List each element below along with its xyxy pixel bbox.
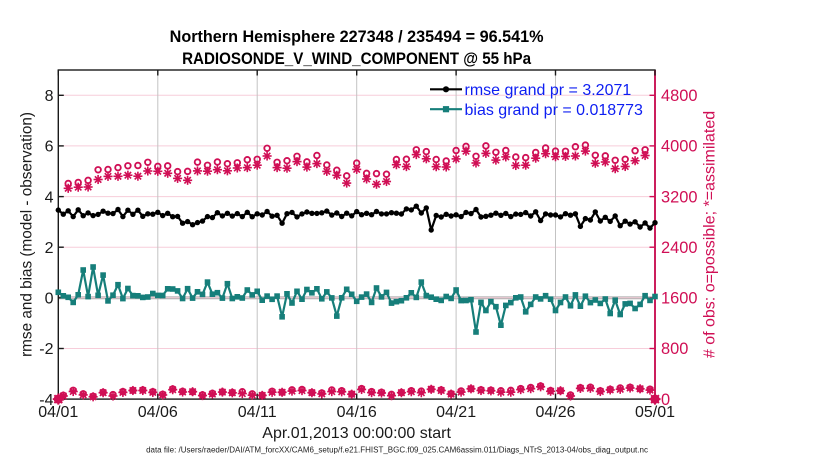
svg-text:6: 6 xyxy=(45,139,54,156)
svg-text:rmse grand pr = 3.2071: rmse grand pr = 3.2071 xyxy=(465,82,632,99)
svg-text:-2: -2 xyxy=(39,341,53,358)
svg-text:04/16: 04/16 xyxy=(337,404,377,421)
svg-text:bias grand pr = 0.018773: bias grand pr = 0.018773 xyxy=(465,102,643,119)
svg-text:4000: 4000 xyxy=(661,138,697,156)
svg-text:Apr.01,2013 00:00:00 start: Apr.01,2013 00:00:00 start xyxy=(262,425,451,442)
svg-text:04/21: 04/21 xyxy=(436,404,476,421)
svg-text:8: 8 xyxy=(45,88,54,105)
svg-text:3200: 3200 xyxy=(661,188,697,206)
svg-text:Northern Hemisphere 227348 / 2: Northern Hemisphere 227348 / 235494 = 96… xyxy=(170,28,544,46)
svg-text:4800: 4800 xyxy=(661,87,697,105)
svg-text:1600: 1600 xyxy=(661,290,697,308)
svg-text:data file: /Users/raeder/DAI/A: data file: /Users/raeder/DAI/ATM_forcXX/… xyxy=(146,446,648,455)
svg-text:05/01: 05/01 xyxy=(635,404,675,421)
svg-text:0: 0 xyxy=(45,291,54,308)
svg-text:2400: 2400 xyxy=(661,239,697,257)
svg-text:04/11: 04/11 xyxy=(238,404,277,421)
svg-text:2: 2 xyxy=(45,240,54,257)
svg-text:04/01: 04/01 xyxy=(38,404,78,421)
svg-text:rmse and bias (model - observa: rmse and bias (model - observation) xyxy=(19,112,36,357)
svg-text:0: 0 xyxy=(661,391,670,409)
svg-text:800: 800 xyxy=(661,340,688,358)
svg-text:-4: -4 xyxy=(39,392,53,409)
svg-text:04/26: 04/26 xyxy=(535,404,575,421)
svg-text:RADIOSONDE_V_WIND_COMPONENT @: RADIOSONDE_V_WIND_COMPONENT @ 55 hPa xyxy=(182,50,532,68)
svg-text:04/06: 04/06 xyxy=(138,404,178,421)
svg-text:4: 4 xyxy=(45,189,54,206)
svg-text:# of obs: o=possible; *=assimi: # of obs: o=possible; *=assimilated xyxy=(702,111,719,358)
